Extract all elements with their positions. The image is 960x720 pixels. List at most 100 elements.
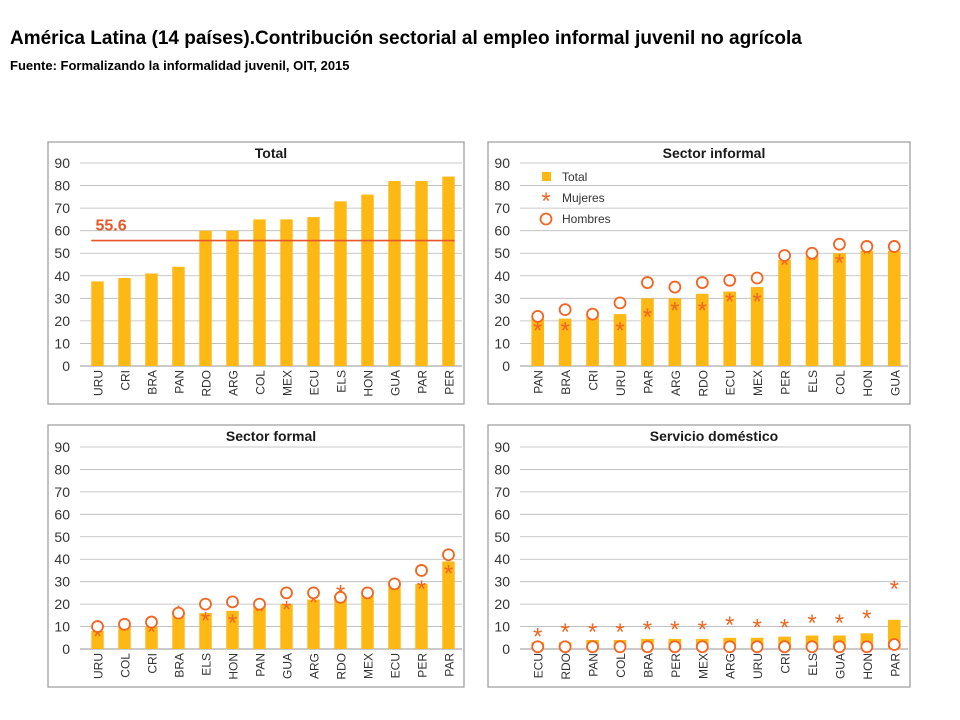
mujeres-marker: * <box>890 576 899 603</box>
y-tick-label: 20 <box>494 313 510 329</box>
y-tick-label: 40 <box>494 551 510 567</box>
hombres-marker <box>887 638 901 651</box>
bar <box>860 250 874 366</box>
y-tick-label: 60 <box>494 223 510 239</box>
page-subtitle: Fuente: Formalizando la informalidad juv… <box>10 58 350 73</box>
x-tick-label: ELS <box>335 370 349 393</box>
y-tick-label: 30 <box>54 290 70 306</box>
mujeres-marker: * <box>670 297 679 324</box>
bar <box>199 613 212 649</box>
bar <box>558 318 572 366</box>
bar <box>307 217 320 366</box>
hombres-marker <box>641 276 654 289</box>
y-tick-label: 50 <box>54 529 70 545</box>
bar <box>641 298 654 366</box>
bar <box>887 250 901 366</box>
y-tick-label: 50 <box>494 529 510 545</box>
legend-total-swatch <box>542 172 551 181</box>
mujeres-marker: * <box>255 599 264 626</box>
x-tick-label: URU <box>92 653 106 679</box>
hombres-marker <box>641 640 654 654</box>
mujeres-marker: * <box>725 288 734 315</box>
x-tick-label: PAR <box>443 653 457 677</box>
x-tick-label: HON <box>861 370 875 397</box>
mujeres-marker: * <box>93 623 102 650</box>
hombres-marker <box>558 303 572 317</box>
x-tick-label: ARG <box>669 370 683 396</box>
hombres-marker <box>778 640 791 654</box>
hombres-marker <box>531 309 545 323</box>
hombres-marker <box>199 597 212 611</box>
y-tick-label: 80 <box>494 461 510 477</box>
x-tick-label: PER <box>443 370 457 395</box>
x-tick-label: ELS <box>806 370 820 393</box>
chart-title: Sector informal <box>663 145 766 161</box>
bar <box>361 194 374 366</box>
mujeres-marker: * <box>643 304 652 331</box>
hombres-marker <box>695 640 709 654</box>
x-tick-label: URU <box>751 653 765 679</box>
hombres-marker <box>668 280 682 294</box>
bar <box>334 201 347 366</box>
mujeres-marker: * <box>444 560 453 587</box>
x-tick-label: PAR <box>416 370 430 394</box>
chart-title: Servicio doméstico <box>650 428 778 444</box>
y-tick-label: 70 <box>54 484 70 500</box>
hombres-marker <box>118 617 131 631</box>
mujeres-marker: * <box>533 318 542 345</box>
y-tick-label: 70 <box>494 200 510 216</box>
mujeres-marker: * <box>835 250 844 277</box>
y-tick-label: 0 <box>502 358 510 374</box>
bar <box>91 631 104 649</box>
mujeres-marker: * <box>147 619 156 646</box>
x-tick-label: COL <box>833 370 847 395</box>
x-tick-label: ECU <box>724 370 738 395</box>
bar <box>388 181 401 366</box>
bar <box>695 293 709 366</box>
y-tick-label: 90 <box>494 439 510 455</box>
mujeres-marker: * <box>752 288 761 315</box>
bar <box>226 230 239 366</box>
bar <box>805 255 819 366</box>
hombres-marker <box>668 640 682 654</box>
x-tick-label: ARG <box>308 653 322 679</box>
mujeres-marker: * <box>698 617 707 644</box>
hombres-marker <box>91 620 104 633</box>
x-tick-label: GUA <box>833 653 847 679</box>
hombres-marker <box>723 273 737 287</box>
mujeres-marker: * <box>780 252 789 279</box>
hombres-marker <box>833 640 846 654</box>
mujeres-marker: * <box>670 617 679 644</box>
y-tick-label: 10 <box>54 335 70 351</box>
y-tick-label: 70 <box>494 484 510 500</box>
bar <box>778 259 791 366</box>
x-tick-label: COL <box>119 653 133 678</box>
bar <box>415 181 428 366</box>
hombres-marker <box>442 548 455 562</box>
y-tick-label: 90 <box>54 155 70 171</box>
bar <box>723 291 737 366</box>
x-tick-label: ECU <box>389 653 403 678</box>
hombres-marker <box>860 240 874 253</box>
y-tick-label: 90 <box>494 155 510 171</box>
x-tick-label: PER <box>416 653 430 678</box>
x-tick-label: PER <box>779 370 793 395</box>
bar <box>118 278 131 366</box>
y-tick-label: 80 <box>494 178 510 194</box>
mujeres-marker: * <box>725 612 734 639</box>
bar <box>668 298 682 366</box>
panel-frame <box>47 141 465 405</box>
y-tick-label: 10 <box>494 335 510 351</box>
panel-frame <box>487 141 911 405</box>
x-tick-label: PAR <box>641 370 655 394</box>
mujeres-marker: * <box>862 241 871 268</box>
mujeres-marker: * <box>615 318 624 345</box>
x-tick-label: PER <box>669 653 683 678</box>
hombres-marker <box>778 249 791 262</box>
bar <box>91 281 104 366</box>
bar <box>750 287 764 366</box>
y-tick-label: 60 <box>54 506 70 522</box>
bar <box>442 561 455 649</box>
hombres-marker <box>531 640 545 654</box>
